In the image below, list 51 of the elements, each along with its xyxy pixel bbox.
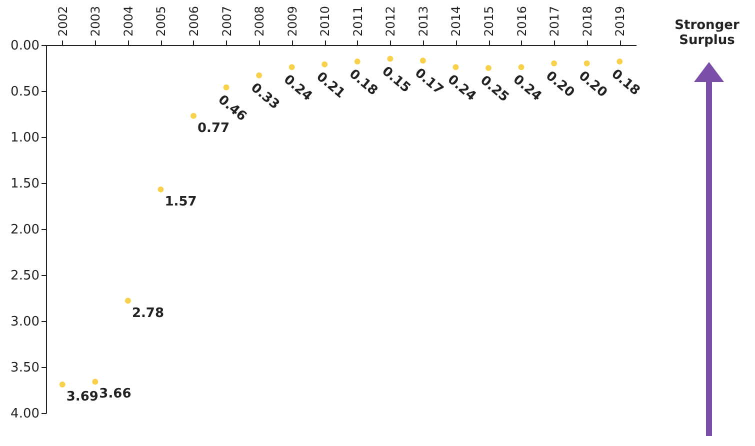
x-tick-label: 2019 — [613, 6, 628, 36]
x-tick-label: 2015 — [482, 6, 496, 36]
y-tick-label: 3.00 — [10, 314, 40, 330]
point — [92, 378, 98, 385]
x-tick-label: 2005 — [154, 6, 168, 36]
point — [584, 60, 590, 66]
x-tick-label: 2010 — [318, 6, 332, 36]
data-label: 2.78 — [132, 306, 164, 321]
point — [486, 65, 492, 71]
x-tick-label: 2014 — [449, 6, 464, 36]
y-tick-label: 2.00 — [10, 222, 40, 238]
point — [124, 298, 131, 304]
point — [59, 381, 66, 388]
point — [223, 84, 230, 90]
x-tick-label: 2008 — [252, 6, 267, 36]
x-tick-label: 2003 — [88, 6, 103, 36]
data-label: 3.69 — [66, 389, 98, 404]
x-tick-label: 2017 — [548, 6, 562, 36]
point — [420, 58, 426, 64]
y-tick-label: 1.50 — [10, 176, 40, 192]
point — [256, 72, 262, 78]
x-tick-label: 2011 — [350, 6, 365, 36]
y-tick-label: 0.50 — [10, 84, 40, 100]
x-tick-label: 2016 — [514, 6, 529, 36]
y-tick-label: 4.00 — [10, 406, 40, 422]
point — [288, 64, 295, 70]
point — [354, 58, 360, 65]
point — [452, 64, 459, 70]
y-tick-label: 3.50 — [10, 360, 40, 376]
x-tick-label: 2004 — [121, 6, 136, 36]
x-tick-label: 2009 — [285, 6, 300, 36]
data-label: 3.66 — [99, 386, 132, 402]
point — [322, 61, 328, 68]
y-tick-label: 0.00 — [10, 38, 40, 54]
x-tick-label: 2018 — [580, 6, 594, 36]
point — [616, 58, 623, 65]
x-tick-label: 2006 — [187, 6, 201, 36]
data-label: 0.77 — [198, 120, 230, 136]
data-label: 1.57 — [164, 194, 197, 210]
text: Stronger Surplus — [674, 18, 740, 48]
point — [551, 60, 558, 66]
x-tick-label: 2013 — [416, 6, 430, 36]
y-tick-label: 1.00 — [10, 130, 40, 146]
point — [190, 112, 196, 119]
x-tick-label: 2007 — [220, 6, 234, 36]
point — [387, 56, 394, 62]
point — [518, 64, 524, 70]
y-tick-label: 2.50 — [10, 268, 40, 284]
point — [158, 186, 164, 192]
x-tick-label: 2002 — [56, 6, 70, 36]
x-tick-label: 2012 — [384, 6, 398, 36]
